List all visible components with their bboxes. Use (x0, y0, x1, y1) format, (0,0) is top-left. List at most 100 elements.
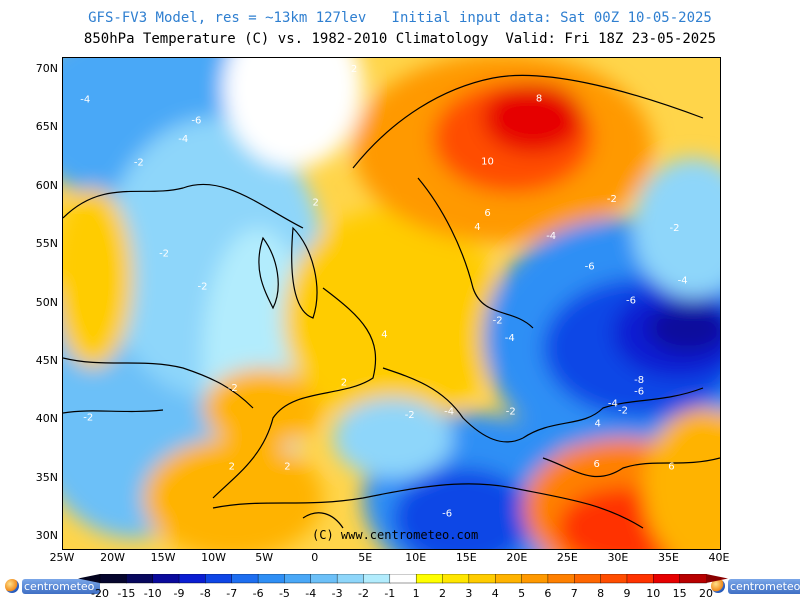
contour-label: -4 (178, 134, 188, 145)
contour-label: -4 (546, 231, 556, 242)
colorbar-label: 6 (544, 587, 551, 600)
colorbar-label: -9 (174, 587, 185, 600)
colorbar-swatch (257, 574, 286, 584)
latitude-label: 70N (35, 61, 58, 75)
colorbar-swatch (126, 574, 154, 584)
colorbar-arrow-right (706, 574, 728, 583)
colorbar-swatch (521, 574, 549, 584)
colorbar-swatch (679, 574, 707, 584)
colorbar-label: 7 (571, 587, 578, 600)
colorbar-swatch (653, 574, 681, 584)
anomaly-field (63, 58, 720, 549)
colorbar-swatch (495, 574, 523, 584)
contour-label: -4 (505, 333, 515, 344)
logo-left: centrometeo (2, 577, 101, 595)
colorbar-label: -7 (226, 587, 237, 600)
contour-label: 8 (536, 93, 542, 104)
colorbar-label: -10 (144, 587, 162, 600)
longitude-label: 15E (455, 551, 477, 564)
colorbar: -20 -15 -10 -9 -8 -7 -6 -5 -4 -3 -2 -1 1 2 3 4 5 6 7 8 9 10 15… (78, 574, 728, 600)
contour-label: -6 (191, 115, 201, 126)
logo-right: centrometeo (708, 577, 800, 595)
colorbar-label: -6 (253, 587, 264, 600)
contour-label: -2 (159, 249, 169, 260)
logo-text-right: centrometeo (728, 578, 800, 594)
longitude-label: 25E (556, 551, 578, 564)
logo-text-left: centrometeo (22, 578, 101, 594)
contour-label: -2 (405, 410, 415, 421)
longitude-label: 30E (607, 551, 629, 564)
latitude-label: 35N (35, 470, 58, 484)
contour-label: -6 (442, 508, 452, 519)
latitude-label: 60N (35, 178, 58, 192)
longitude-label: 15W (150, 551, 176, 564)
latitude-label: 65N (35, 120, 58, 134)
contour-label: 2 (341, 377, 347, 388)
contour-label: -2 (197, 281, 207, 292)
contour-label: -2 (228, 383, 238, 394)
colorbar-label: -20 (91, 587, 109, 600)
contour-label: 10 (481, 156, 494, 167)
map-canvas: 2-4-6-4-2810264-2-4-2-2-6-2-4-64-2-4-22-… (63, 58, 720, 549)
globe-icon (5, 579, 19, 593)
longitude-label: 5W (255, 551, 274, 564)
longitude-label: 20W (100, 551, 125, 564)
colorbar-swatch (389, 574, 417, 584)
model-title: GFS-FV3 Model, res = ~13km 127lev Initia… (88, 10, 712, 26)
contour-label: -2 (670, 223, 680, 234)
longitude-label: 10E (405, 551, 427, 564)
colorbar-swatch (336, 574, 365, 584)
contour-label: 4 (381, 329, 387, 340)
latitude-label: 30N (35, 529, 58, 543)
contour-label: -2 (607, 194, 617, 205)
contour-label: 6 (484, 208, 490, 219)
colorbar-swatch (574, 574, 602, 584)
colorbar-label: 2 (439, 587, 446, 600)
contour-label: -6 (634, 387, 644, 398)
longitude-label: 20E (506, 551, 528, 564)
colorbar-swatch (415, 574, 444, 584)
contour-labels: 2-4-6-4-2810264-2-4-2-2-6-2-4-64-2-4-22-… (80, 64, 687, 519)
contour-label: 6 (668, 462, 674, 473)
contour-label: 4 (474, 222, 480, 233)
colorbar-label: -2 (358, 587, 369, 600)
latitude-label: 40N (35, 412, 58, 426)
contour-label: 2 (284, 462, 290, 473)
colorbar-label: 4 (492, 587, 499, 600)
colorbar-swatch (152, 574, 180, 584)
globe-icon (711, 579, 725, 593)
longitude-label: 25W (49, 551, 75, 564)
colorbar-label: 20 (699, 587, 713, 600)
colorbar-arrow-left (78, 574, 100, 583)
colorbar-label: 10 (646, 587, 660, 600)
colorbar-swatch (231, 574, 259, 584)
field-title: 850hPa Temperature (C) vs. 1982-2010 Cli… (83, 31, 717, 47)
colorbar-label: 9 (623, 587, 630, 600)
latitude-label: 55N (35, 237, 58, 251)
colorbar-swatch (178, 574, 207, 584)
latitude-label: 50N (35, 295, 58, 309)
longitude-label: 5E (358, 551, 373, 564)
contour-label: -2 (83, 412, 93, 423)
longitude-label: 40E (708, 551, 730, 564)
colorbar-label: 3 (465, 587, 472, 600)
colorbar-swatch (363, 574, 391, 584)
colorbar-swatch (284, 574, 312, 584)
colorbar-label: 1 (413, 587, 420, 600)
contour-label: -4 (80, 94, 90, 105)
contour-label: -8 (634, 375, 644, 386)
contour-label: -4 (608, 398, 618, 409)
longitude-label: 10W (201, 551, 227, 564)
colorbar-label: -4 (305, 587, 316, 600)
longitude-label: 35E (657, 551, 679, 564)
colorbar-swatch (468, 574, 496, 584)
colorbar-swatch (442, 574, 470, 584)
colorbar-swatch (310, 574, 338, 584)
colorbar-label: 15 (673, 587, 687, 600)
colorbar-swatch (99, 574, 128, 584)
contour-label: -2 (506, 407, 516, 418)
colorbar-label: -8 (200, 587, 211, 600)
contour-label: 2 (229, 462, 235, 473)
copyright-text: (C) www.centrometeo.com (312, 528, 479, 542)
colorbar-swatch (626, 574, 655, 584)
